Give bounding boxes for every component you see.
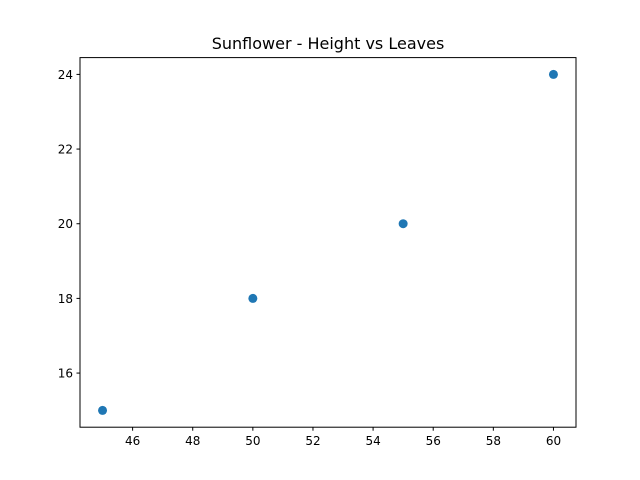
- y-tick-label: 24: [58, 68, 73, 82]
- plot-area-frame: [79, 57, 577, 428]
- x-tick-label: 48: [185, 434, 200, 448]
- data-point: [398, 219, 408, 229]
- x-tick-label: 46: [125, 434, 140, 448]
- x-tick-label: 56: [426, 434, 441, 448]
- data-point: [248, 293, 258, 303]
- y-tick-label: 20: [58, 217, 73, 231]
- data-point: [98, 405, 108, 415]
- x-tick-label: 54: [365, 434, 380, 448]
- chart-title: Sunflower - Height vs Leaves: [212, 34, 445, 53]
- x-axis-ticks: 46 48 50 52 54 56 58 60: [125, 427, 561, 448]
- y-tick-label: 16: [58, 367, 73, 381]
- x-tick-label: 60: [546, 434, 561, 448]
- y-tick-label: 22: [58, 143, 73, 157]
- data-points: [98, 69, 558, 415]
- x-tick-label: 58: [486, 434, 501, 448]
- data-point: [548, 69, 558, 79]
- x-tick-label: 50: [245, 434, 260, 448]
- y-axis-ticks: 16 18 20 22 24: [58, 68, 80, 381]
- x-tick-label: 52: [305, 434, 320, 448]
- y-tick-label: 18: [58, 292, 73, 306]
